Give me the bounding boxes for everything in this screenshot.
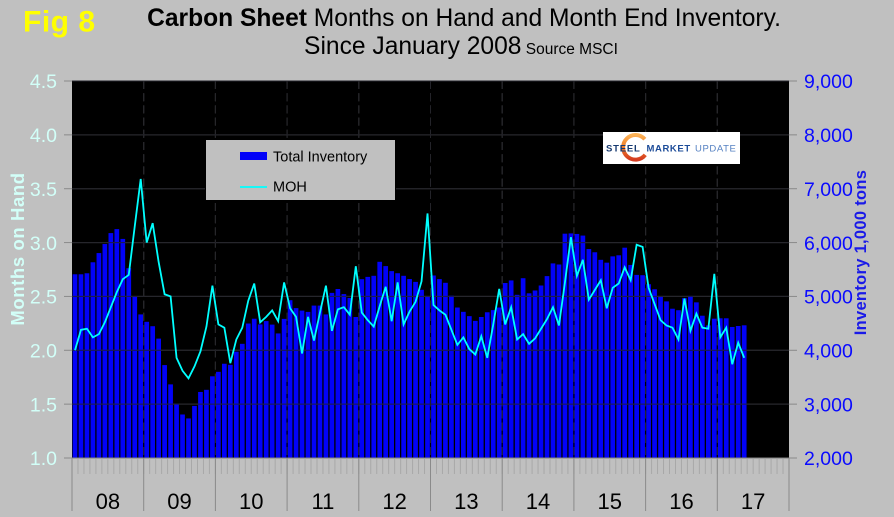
svg-text:3,000: 3,000 bbox=[804, 394, 853, 416]
svg-text:UPDATE: UPDATE bbox=[695, 144, 736, 155]
svg-text:11: 11 bbox=[312, 489, 335, 512]
svg-text:MARKET: MARKET bbox=[647, 144, 691, 155]
svg-text:4.0: 4.0 bbox=[30, 125, 57, 147]
svg-text:10: 10 bbox=[239, 489, 263, 512]
svg-text:Inventory 1,000 tons: Inventory 1,000 tons bbox=[852, 170, 870, 336]
svg-text:15: 15 bbox=[598, 489, 622, 512]
svg-text:9,000: 9,000 bbox=[804, 71, 853, 93]
svg-text:5,000: 5,000 bbox=[804, 287, 853, 309]
svg-text:09: 09 bbox=[167, 489, 191, 512]
svg-text:3.5: 3.5 bbox=[30, 179, 57, 201]
svg-text:4.5: 4.5 bbox=[30, 71, 57, 93]
svg-text:2.5: 2.5 bbox=[30, 287, 57, 309]
svg-text:7,000: 7,000 bbox=[804, 179, 853, 201]
svg-text:3.0: 3.0 bbox=[30, 233, 57, 255]
svg-text:Total Inventory: Total Inventory bbox=[273, 150, 368, 166]
svg-text:Carbon Sheet Months on Hand an: Carbon Sheet Months on Hand and Month En… bbox=[147, 5, 781, 32]
svg-text:STEEL: STEEL bbox=[606, 144, 641, 155]
svg-text:2.0: 2.0 bbox=[30, 340, 57, 362]
svg-text:1.5: 1.5 bbox=[30, 394, 57, 416]
svg-text:6,000: 6,000 bbox=[804, 233, 853, 255]
svg-text:12: 12 bbox=[382, 489, 406, 512]
svg-text:MOH: MOH bbox=[273, 180, 307, 196]
svg-text:08: 08 bbox=[96, 489, 120, 512]
svg-text:13: 13 bbox=[454, 489, 478, 512]
svg-text:16: 16 bbox=[669, 489, 693, 512]
svg-text:2,000: 2,000 bbox=[804, 448, 853, 470]
svg-text:4,000: 4,000 bbox=[804, 340, 853, 362]
svg-text:Months on Hand: Months on Hand bbox=[7, 172, 28, 325]
svg-text:17: 17 bbox=[741, 489, 765, 512]
svg-text:14: 14 bbox=[526, 489, 550, 512]
svg-text:1.0: 1.0 bbox=[30, 448, 57, 470]
svg-text:Fig 8: Fig 8 bbox=[23, 6, 96, 39]
svg-text:8,000: 8,000 bbox=[804, 125, 853, 147]
